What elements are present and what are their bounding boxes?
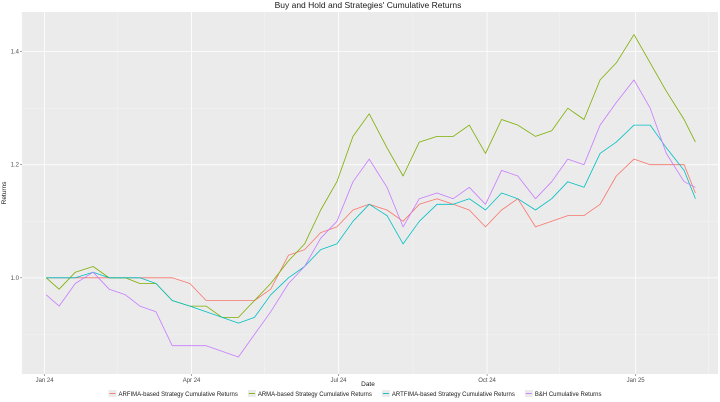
y-tick-label: 1.0 (11, 276, 20, 282)
series-line-4 (45, 79, 696, 358)
legend-label: ARFIMA-based Strategy Cumulative Returns (118, 392, 237, 398)
legend-item-2: ARMA-based Strategy Cumulative Returns (247, 390, 372, 398)
plot-panel (22, 12, 718, 374)
legend-item-4: B&H Cumulative Returns (524, 390, 602, 398)
y-axis-title: Returns (1, 181, 8, 205)
x-tick-label: Jan 25 (627, 378, 646, 384)
legend-label: ARTFIMA-based Strategy Cumulative Return… (392, 392, 515, 398)
x-tick-label: Jan 24 (36, 378, 55, 384)
legend: ARFIMA-based Strategy Cumulative Returns… (108, 390, 602, 398)
y-tick-label: 1.4 (11, 50, 20, 56)
minor-gridlines (21, 12, 718, 374)
chart-title: Buy and Hold and Strategies' Cumulative … (275, 0, 462, 10)
series-line-2 (45, 34, 696, 318)
series-lines (45, 34, 696, 358)
x-axis-ticks: Jan 24 Apr 24 Jul 24 Oct 24 Jan 25 (36, 374, 646, 384)
legend-item-3: ARTFIMA-based Strategy Cumulative Return… (381, 390, 515, 398)
x-tick-label: Jul 24 (331, 378, 348, 384)
x-tick-label: Oct 24 (478, 378, 496, 384)
y-tick-label: 1.2 (11, 163, 20, 169)
legend-label: B&H Cumulative Returns (535, 392, 602, 398)
series-line-3 (46, 124, 696, 324)
x-tick-label: Apr 24 (183, 378, 201, 384)
legend-label: ARMA-based Strategy Cumulative Returns (258, 392, 372, 398)
legend-item-1: ARFIMA-based Strategy Cumulative Returns (108, 390, 238, 398)
x-axis-title: Date (361, 381, 375, 388)
major-gridlines (22, 12, 718, 374)
y-axis-ticks: 1.0 1.2 1.4 (11, 50, 22, 282)
